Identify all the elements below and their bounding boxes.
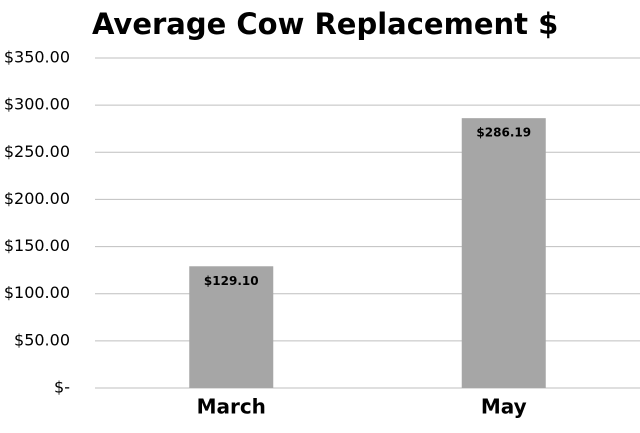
y-tick-label: $350.00 — [4, 48, 70, 67]
bar — [189, 266, 274, 388]
y-tick-label: $- — [54, 378, 70, 397]
chart-title: Average Cow Replacement $ — [92, 7, 558, 41]
y-tick-label: $150.00 — [4, 236, 70, 255]
y-tick-label: $50.00 — [14, 330, 70, 349]
y-tick-label: $100.00 — [4, 283, 70, 302]
y-tick-label: $250.00 — [4, 142, 70, 161]
y-tick-label: $300.00 — [4, 95, 70, 114]
x-tick-label: May — [481, 395, 527, 419]
value-label: $286.19 — [476, 126, 531, 140]
y-tick-label: $200.00 — [4, 189, 70, 208]
value-label: $129.10 — [204, 274, 259, 288]
x-tick-label: March — [197, 395, 266, 419]
bar — [461, 118, 546, 389]
